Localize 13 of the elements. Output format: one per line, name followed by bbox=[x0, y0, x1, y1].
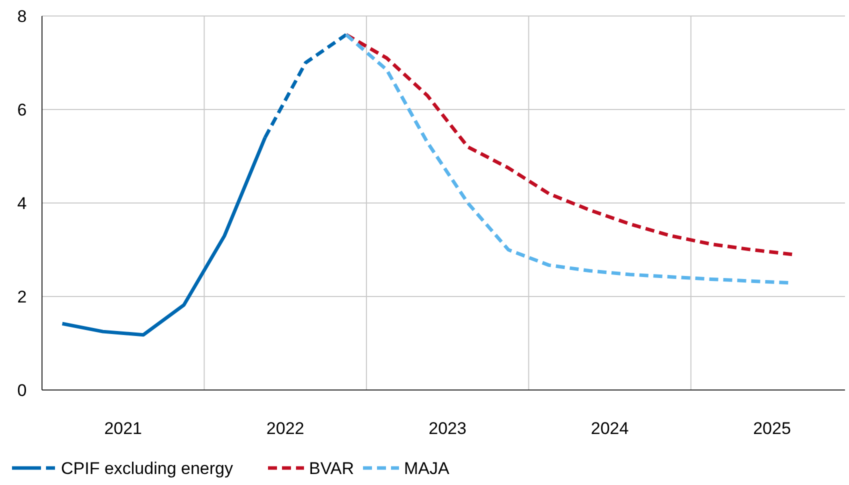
legend-label: MAJA bbox=[404, 459, 450, 478]
x-tick-label: 2023 bbox=[428, 419, 466, 438]
x-tick-label: 2024 bbox=[590, 419, 629, 438]
y-tick-label: 8 bbox=[17, 6, 27, 26]
x-tick-label: 2022 bbox=[266, 419, 304, 438]
legend-label: BVAR bbox=[309, 459, 354, 478]
y-tick-label: 4 bbox=[17, 194, 27, 213]
x-tick-label: 2025 bbox=[753, 419, 791, 438]
legend-label: CPIF excluding energy bbox=[61, 459, 234, 478]
y-tick-label: 2 bbox=[17, 287, 27, 306]
y-tick-label: 0 bbox=[17, 380, 27, 400]
x-tick-label: 2021 bbox=[104, 419, 142, 438]
y-tick-label: 6 bbox=[17, 100, 27, 120]
